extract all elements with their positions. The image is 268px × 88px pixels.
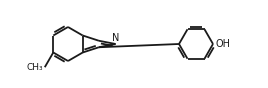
Text: N: N <box>112 33 119 43</box>
Text: CH₃: CH₃ <box>26 63 43 72</box>
Text: OH: OH <box>215 39 230 49</box>
